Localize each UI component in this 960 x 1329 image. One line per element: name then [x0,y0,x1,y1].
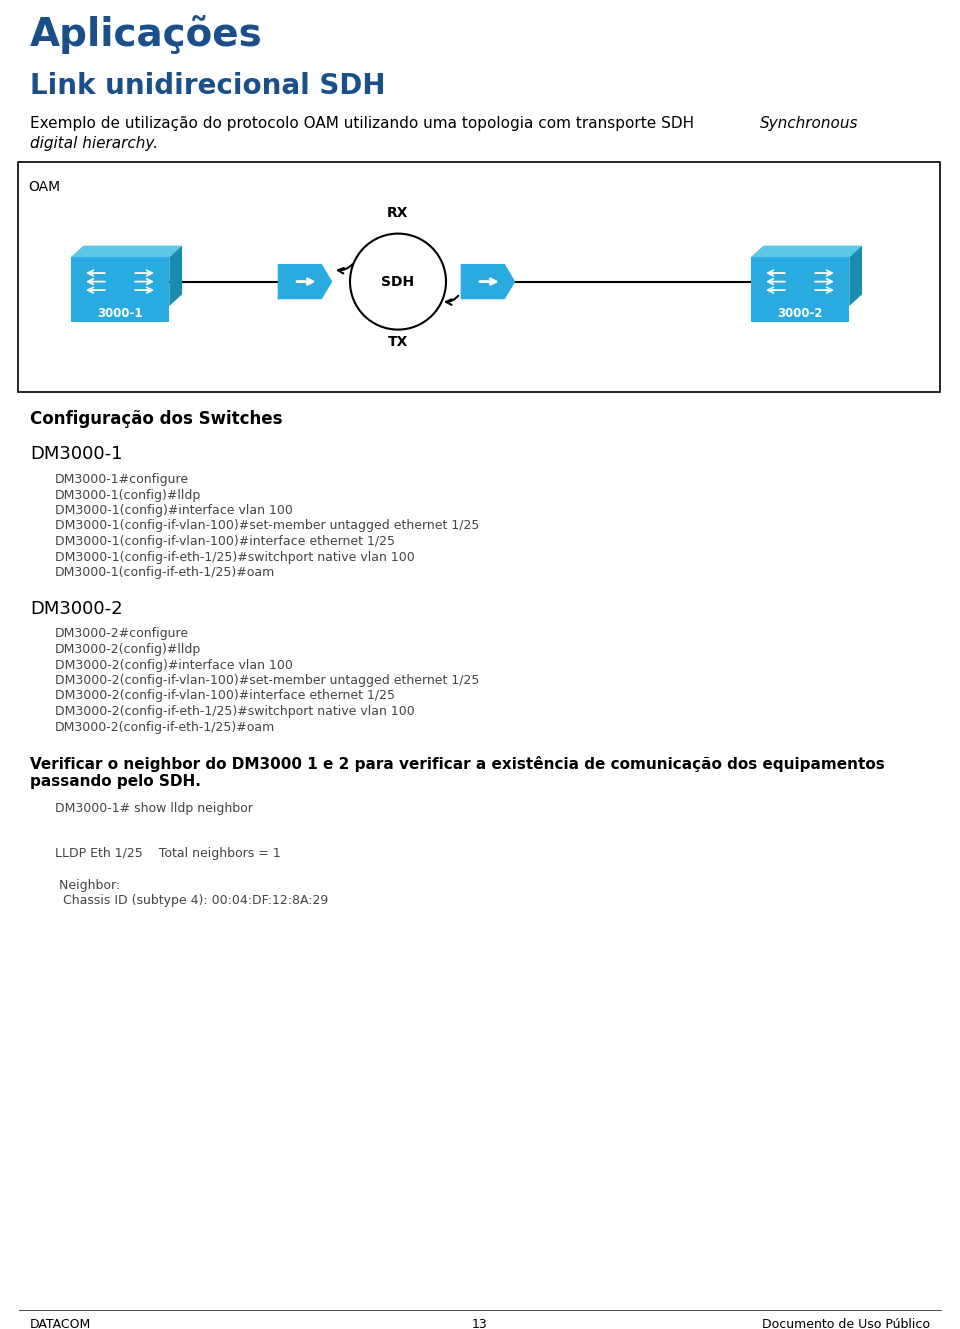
Text: OAM: OAM [28,179,60,194]
Bar [71,306,169,322]
Text: SDH: SDH [381,275,415,288]
Text: DM3000-1(config-if-eth-1/25)#switchport native vlan 100: DM3000-1(config-if-eth-1/25)#switchport … [55,550,415,563]
Text: Link unidirecional SDH: Link unidirecional SDH [30,72,386,100]
Text: DM3000-2: DM3000-2 [30,599,123,618]
Text: 3000-1: 3000-1 [97,307,143,320]
Text: DM3000-1: DM3000-1 [30,445,123,462]
Polygon shape [461,264,516,299]
Polygon shape [277,264,332,299]
Text: DM3000-2(config)#lldp: DM3000-2(config)#lldp [55,643,202,657]
Text: DM3000-2(config-if-vlan-100)#set-member untagged ethernet 1/25: DM3000-2(config-if-vlan-100)#set-member … [55,674,479,687]
Text: 3000-2: 3000-2 [778,307,823,320]
Polygon shape [169,246,182,306]
Text: DATACOM: DATACOM [30,1318,91,1329]
Bar [751,306,850,322]
Text: DM3000-2(config)#interface vlan 100: DM3000-2(config)#interface vlan 100 [55,658,293,671]
Text: DM3000-1# show lldp neighbor: DM3000-1# show lldp neighbor [55,801,252,815]
Text: DM3000-1(config-if-vlan-100)#set-member untagged ethernet 1/25: DM3000-1(config-if-vlan-100)#set-member … [55,520,479,533]
Text: Aplicações: Aplicações [30,15,263,54]
Polygon shape [71,246,182,258]
Text: DM3000-1(config-if-vlan-100)#interface ethernet 1/25: DM3000-1(config-if-vlan-100)#interface e… [55,536,395,548]
Text: LLDP Eth 1/25    Total neighbors = 1: LLDP Eth 1/25 Total neighbors = 1 [55,848,280,860]
Text: DM3000-2(config-if-eth-1/25)#oam: DM3000-2(config-if-eth-1/25)#oam [55,720,276,734]
Text: DM3000-2(config-if-vlan-100)#interface ethernet 1/25: DM3000-2(config-if-vlan-100)#interface e… [55,690,395,703]
Text: Chassis ID (subtype 4): 00:04:DF:12:8A:29: Chassis ID (subtype 4): 00:04:DF:12:8A:2… [55,894,328,906]
Text: Exemplo de utilização do protocolo OAM utilizando uma topologia com transporte S: Exemplo de utilização do protocolo OAM u… [30,116,699,132]
Text: DM3000-2(config-if-eth-1/25)#switchport native vlan 100: DM3000-2(config-if-eth-1/25)#switchport … [55,704,415,718]
Text: DM3000-1(config)#interface vlan 100: DM3000-1(config)#interface vlan 100 [55,504,293,517]
Text: DM3000-2#configure: DM3000-2#configure [55,627,189,641]
Bar [18,162,940,392]
Text: DM3000-1#configure: DM3000-1#configure [55,473,189,486]
Text: TX: TX [388,335,408,348]
Text: DM3000-1(config-if-eth-1/25)#oam: DM3000-1(config-if-eth-1/25)#oam [55,566,276,579]
Text: Synchronous: Synchronous [760,116,858,132]
Text: RX: RX [387,206,409,219]
Text: passando pelo SDH.: passando pelo SDH. [30,773,201,789]
Text: Verificar o neighbor do DM3000 1 e 2 para verificar a existência de comunicação : Verificar o neighbor do DM3000 1 e 2 par… [30,756,885,772]
Polygon shape [751,246,862,258]
Text: 13: 13 [472,1318,488,1329]
Text: Configuração dos Switches: Configuração dos Switches [30,411,282,428]
Text: DM3000-1(config)#lldp: DM3000-1(config)#lldp [55,489,202,501]
Bar [751,258,850,306]
Polygon shape [850,246,862,306]
Text: digital hierarchy.: digital hierarchy. [30,136,158,152]
Text: Documento de Uso Público: Documento de Uso Público [762,1318,930,1329]
Text: Neighbor:: Neighbor: [55,878,120,892]
Bar [71,258,169,306]
